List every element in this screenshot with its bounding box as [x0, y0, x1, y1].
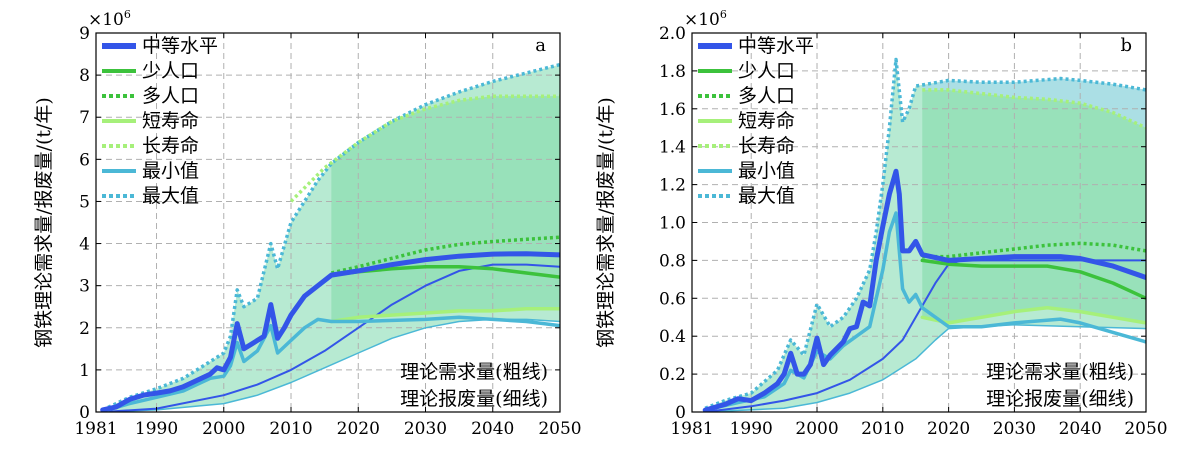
series-line-demand: [922, 241, 1146, 259]
series-line-demand: [331, 235, 560, 275]
y-tick-label: 0.2: [659, 365, 686, 385]
legend-label: 最大值: [738, 185, 795, 207]
legend-label: 最小值: [738, 160, 795, 182]
panel-a: 1981 1990 2000 2010 2020 2030 2040 2050 0 1 2 3 4 5 6 7…: [33, 8, 582, 439]
axes-frame: [95, 32, 561, 413]
series-line-demand: [101, 62, 560, 412]
series-line-demand: [289, 94, 560, 203]
series-line-demand: [100, 251, 560, 412]
annotation-text: 理论需求量(粗线): [400, 361, 548, 383]
x-tick-label: 2030: [404, 419, 447, 439]
y-tick-label: 0.8: [659, 251, 686, 271]
plot-content: [96, 33, 560, 412]
y-tick-label: 0.4: [659, 327, 686, 347]
x-tick-label: 2050: [1124, 419, 1167, 439]
range-band: [922, 89, 1146, 323]
y-tick-label: 1.2: [659, 176, 686, 196]
x-tick-label: 2050: [538, 419, 581, 439]
y-tick-label: 4: [79, 235, 90, 255]
y-tick-label: 8: [79, 66, 90, 86]
legend-label: 少人口: [738, 60, 795, 82]
series-line-scrap: [704, 324, 1146, 412]
y-tick-label: 0: [79, 403, 90, 423]
series-line-demand: [920, 306, 1146, 325]
y-tick-label: 9: [79, 24, 90, 44]
x-tick-label: 2030: [993, 419, 1036, 439]
legend-label: 中等水平: [738, 35, 814, 57]
series-line-demand: [703, 211, 1146, 412]
legend-label: 长寿命: [738, 135, 795, 157]
y-tick-label: 1.6: [659, 100, 686, 120]
y-tick-label: 6: [79, 150, 90, 170]
y-multiplier-label: ×106: [88, 8, 131, 30]
y-tick-label: 1: [79, 361, 90, 381]
x-tick-label: 2040: [471, 419, 514, 439]
annotation-text: 理论报废量(细线): [400, 388, 548, 410]
legend-label: 中等水平: [142, 35, 218, 57]
series-line-demand: [100, 315, 560, 412]
series-line-demand: [702, 168, 1146, 412]
y-tick-label: 1.0: [659, 214, 686, 234]
y-tick-label: 1.8: [659, 62, 686, 82]
legend-label: 少人口: [142, 60, 199, 82]
y-tick-label: 7: [79, 108, 90, 128]
legend-label: 长寿命: [142, 135, 199, 157]
annotation-text: 理论需求量(粗线): [986, 361, 1134, 383]
series-line-demand: [922, 88, 1146, 130]
y-tick-label: 2.0: [659, 24, 686, 44]
x-tick-label: 1981: [670, 419, 713, 439]
x-tick-label: 2000: [795, 419, 838, 439]
plot-content: [692, 33, 1146, 412]
y-tick-label: 2: [79, 319, 90, 339]
series-line-demand: [920, 258, 1146, 301]
legend-label: 短寿命: [142, 110, 199, 132]
x-tick-label: 2020: [927, 419, 970, 439]
y-tick-label: 1.4: [659, 138, 686, 158]
x-tick-label: 2020: [337, 419, 380, 439]
legend-label: 最大值: [142, 185, 199, 207]
range-band: [922, 78, 1146, 128]
legend-label: 最小值: [142, 160, 199, 182]
y-tick-label: 5: [79, 192, 90, 212]
y-tick-label: 0: [675, 403, 686, 423]
x-tick-label: 2010: [861, 419, 904, 439]
y-tick-label: 0.6: [659, 289, 686, 309]
x-tick-label: 2010: [269, 419, 312, 439]
x-tick-label: 2000: [202, 419, 245, 439]
panel-title: b: [1120, 35, 1132, 56]
y-multiplier-label: ×106: [684, 8, 727, 30]
panel-title: a: [535, 35, 546, 56]
y-axis-label: 钢铁理论需求量/报废量/(t/年): [33, 97, 55, 348]
x-tick-label: 2040: [1059, 419, 1102, 439]
y-tick-label: 3: [79, 277, 90, 297]
legend-label: 短寿命: [738, 110, 795, 132]
series-line-demand: [704, 57, 1146, 410]
series-line-scrap: [101, 263, 560, 412]
legend-label: 多人口: [142, 85, 199, 107]
x-tick-label: 1990: [730, 419, 773, 439]
series-line-demand: [329, 307, 560, 324]
legend-label: 多人口: [738, 85, 795, 107]
annotation-text: 理论报废量(细线): [986, 388, 1134, 410]
x-tick-label: 1981: [74, 419, 117, 439]
x-tick-label: 1990: [135, 419, 178, 439]
panel-b: 1981 1990 2000 2010 2020 2030 2040 2050 0 0.2 0.4 0…: [595, 8, 1168, 439]
y-axis-label: 钢铁理论需求量/报废量/(t/年): [595, 97, 617, 348]
